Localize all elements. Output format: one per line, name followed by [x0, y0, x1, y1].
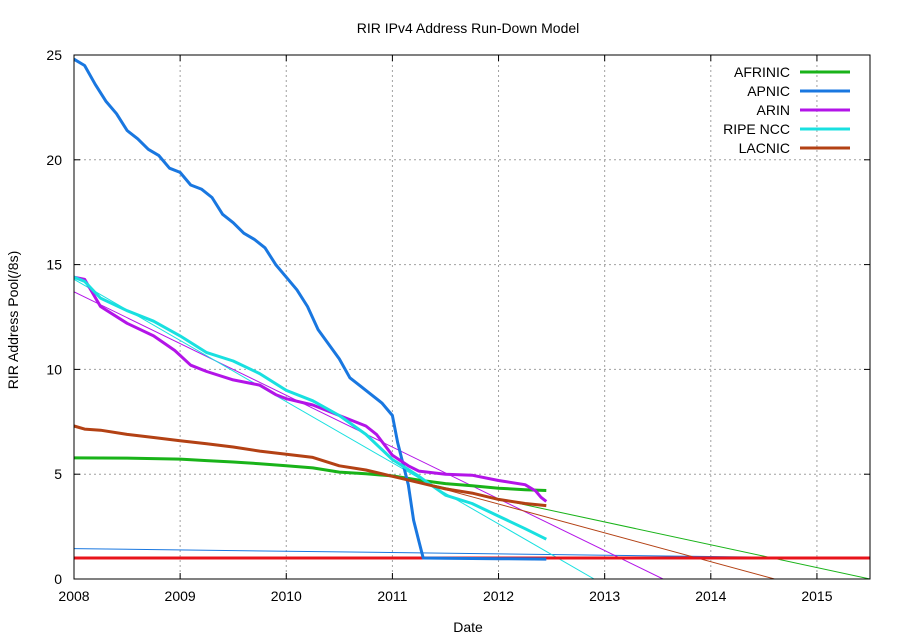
axis-ticks: 2008 2009 2010 2011 2012 2013 2014 2015 0 5 10 15 20… — [46, 47, 870, 604]
plot-frame — [73, 54, 871, 580]
y-tick-label: 5 — [54, 466, 62, 482]
series-group — [74, 57, 870, 579]
legend-label-apnic: APNIC — [747, 83, 790, 99]
y-tick-label: 20 — [46, 152, 62, 168]
y-tick-label: 10 — [46, 361, 62, 377]
y-tick-label: 25 — [46, 47, 62, 63]
x-tick-label: 2015 — [801, 588, 832, 604]
lacnic-series-line — [74, 424, 547, 508]
lacnic-projection-line — [392, 474, 775, 579]
x-tick-label: 2012 — [483, 588, 514, 604]
x-tick-label: 2010 — [271, 588, 302, 604]
ripe-ncc-projection-line — [74, 278, 595, 579]
x-tick-label: 2013 — [589, 588, 620, 604]
legend-label-lacnic: LACNIC — [739, 140, 790, 156]
x-tick-label: 2009 — [165, 588, 196, 604]
x-tick-label: 2008 — [58, 588, 89, 604]
grid-lines — [74, 55, 870, 579]
legend-label-arin: ARIN — [757, 102, 790, 118]
plot-area — [74, 57, 870, 579]
x-tick-label: 2014 — [695, 588, 726, 604]
legend-label-afrinic: AFRINIC — [734, 64, 790, 80]
y-axis-title: RIR Address Pool(/8s) — [5, 251, 21, 390]
apnic-series-line — [74, 57, 547, 561]
afrinic-series-line — [74, 456, 547, 492]
x-axis-title: Date — [453, 619, 483, 635]
arin-series-line — [74, 275, 548, 503]
x-tick-label: 2011 — [377, 588, 407, 604]
y-tick-label: 15 — [46, 257, 62, 273]
legend-label-ripe-ncc: RIPE NCC — [723, 121, 790, 137]
legend: AFRINIC APNIC ARIN RIPE NCC LACNIC — [723, 64, 850, 156]
y-tick-label: 0 — [54, 571, 62, 587]
ripe-ncc-series-line — [74, 275, 547, 541]
chart-title: RIR IPv4 Address Run-Down Model — [357, 20, 580, 36]
